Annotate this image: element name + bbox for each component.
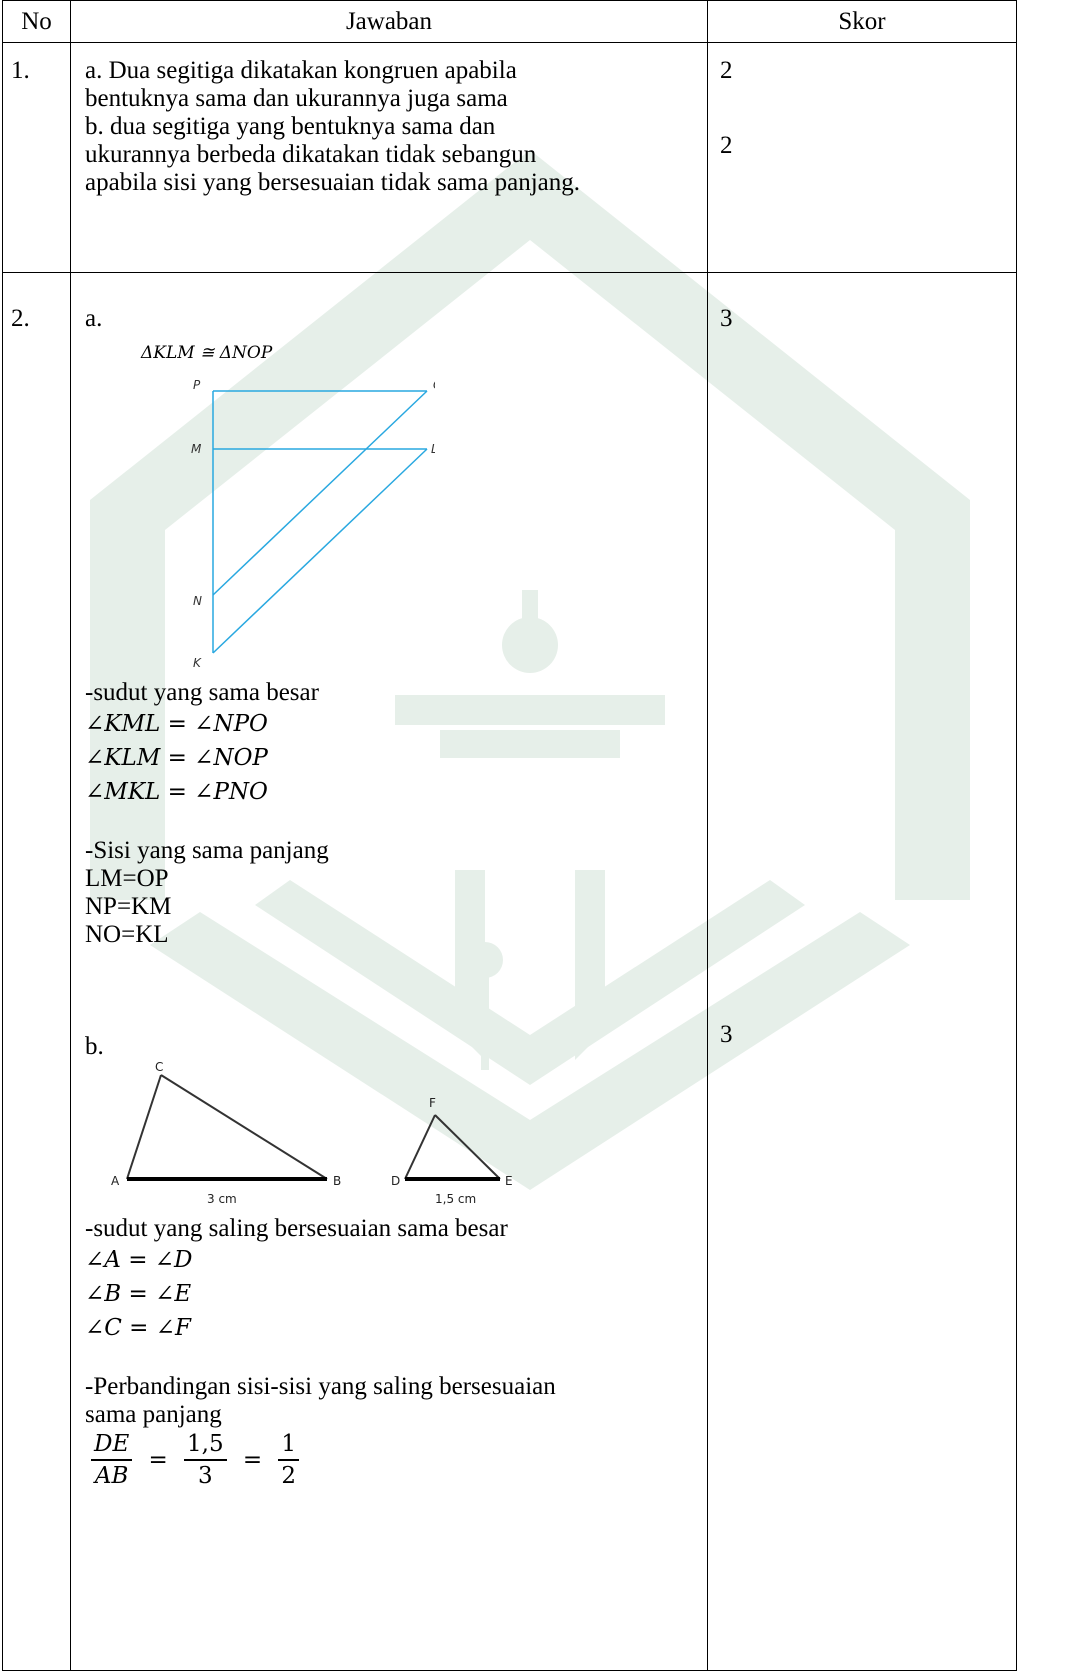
answer-cell: a. Dua segitiga dikatakan kongruen apabi… bbox=[70, 42, 708, 273]
vertex-label: B bbox=[333, 1174, 341, 1188]
vertex-label: C bbox=[155, 1061, 163, 1074]
answer-cell: a. ΔKLM ≅ ΔNOP P O M L N K bbox=[70, 272, 708, 1671]
fraction: DE AB bbox=[91, 1429, 133, 1491]
denominator: AB bbox=[94, 1463, 129, 1489]
equals-sign: = bbox=[148, 1447, 168, 1473]
point-label: M bbox=[191, 442, 202, 456]
side-length-label: 3 cm bbox=[207, 1192, 237, 1206]
score-cell: 3 3 bbox=[707, 272, 1017, 1671]
score-value: 3 bbox=[720, 305, 733, 332]
answer-key-table: No Jawaban Skor 1. a. Dua segitiga dikat… bbox=[2, 0, 1017, 1671]
segment-no bbox=[212, 390, 428, 596]
header-row: No Jawaban Skor bbox=[2, 0, 1017, 43]
numerator: DE bbox=[91, 1429, 133, 1461]
part-label: b. bbox=[85, 1033, 104, 1060]
side-equation: NO=KL bbox=[85, 921, 169, 948]
similar-triangles-diagram: C A B 3 cm F D E 1,5 cm bbox=[111, 1061, 513, 1206]
side-length-label: 1,5 cm bbox=[435, 1192, 476, 1206]
ratio-heading: -Perbandingan sisi-sisi yang saling bers… bbox=[85, 1373, 556, 1400]
tri1-side-cb bbox=[160, 1074, 328, 1180]
angle-equation: ∠KML = ∠NPO bbox=[85, 711, 268, 737]
tri2-side-fe bbox=[434, 1114, 501, 1180]
header-no: No bbox=[2, 0, 71, 43]
tri1-side-ac bbox=[126, 1074, 162, 1180]
answer-text: bentuknya sama dan ukurannya juga sama bbox=[85, 85, 508, 112]
answer-text: apabila sisi yang bersesuaian tidak sama… bbox=[85, 169, 580, 196]
fraction: 1,5 3 bbox=[184, 1429, 227, 1491]
score-cell: 2 2 bbox=[707, 42, 1017, 273]
point-label: N bbox=[193, 594, 202, 608]
angles-heading: -sudut yang saling bersesuaian sama besa… bbox=[85, 1215, 508, 1242]
header-answer: Jawaban bbox=[70, 0, 708, 43]
point-label: K bbox=[193, 656, 202, 667]
score-value: 2 bbox=[720, 132, 733, 159]
table-row: 1. a. Dua segitiga dikatakan kongruen ap… bbox=[2, 42, 1017, 273]
segment-kl bbox=[212, 448, 428, 654]
side-equation: NP=KM bbox=[85, 893, 172, 920]
tri2-side-df bbox=[404, 1114, 436, 1180]
angle-equation: ∠KLM = ∠NOP bbox=[85, 745, 268, 771]
numerator: 1,5 bbox=[184, 1429, 227, 1461]
answer-text: a. Dua segitiga dikatakan kongruen apabi… bbox=[85, 57, 517, 84]
side-equation: LM=OP bbox=[85, 865, 169, 892]
score-value: 3 bbox=[720, 1021, 733, 1048]
numerator: 1 bbox=[278, 1429, 300, 1461]
vertex-label: D bbox=[391, 1174, 400, 1188]
table-row: 2. a. ΔKLM ≅ ΔNOP P O M L N K bbox=[2, 272, 1017, 1671]
answer-text: b. dua segitiga yang bentuknya sama dan bbox=[85, 113, 496, 140]
point-label: P bbox=[193, 378, 201, 392]
denominator: 2 bbox=[281, 1463, 297, 1489]
row-number: 1. bbox=[2, 42, 71, 273]
vertex-label: E bbox=[505, 1174, 513, 1188]
vertex-label: A bbox=[111, 1174, 120, 1188]
point-label: L bbox=[431, 442, 435, 456]
ratio-heading: sama panjang bbox=[85, 1401, 222, 1428]
part-label: a. bbox=[85, 305, 103, 332]
answer-text: ukurannya berbeda dikatakan tidak sebang… bbox=[85, 141, 537, 168]
angle-equation: ∠B = ∠E bbox=[85, 1281, 192, 1307]
score-value: 2 bbox=[720, 57, 733, 84]
sides-heading: -Sisi yang sama panjang bbox=[85, 837, 329, 864]
point-label: O bbox=[433, 378, 435, 392]
angle-equation: ∠C = ∠F bbox=[85, 1315, 191, 1341]
row-number: 2. bbox=[2, 272, 71, 1671]
vertex-label: F bbox=[429, 1096, 436, 1110]
angle-equation: ∠MKL = ∠PNO bbox=[85, 779, 268, 805]
angle-equation: ∠A = ∠D bbox=[85, 1247, 193, 1273]
congruent-triangles-diagram: P O M L N K bbox=[191, 378, 435, 667]
header-score: Skor bbox=[707, 0, 1017, 43]
equals-sign: = bbox=[242, 1447, 263, 1473]
angles-heading: -sudut yang sama besar bbox=[85, 679, 319, 706]
congruence-statement: ΔKLM ≅ ΔNOP bbox=[141, 343, 273, 363]
denominator: 3 bbox=[197, 1463, 213, 1489]
